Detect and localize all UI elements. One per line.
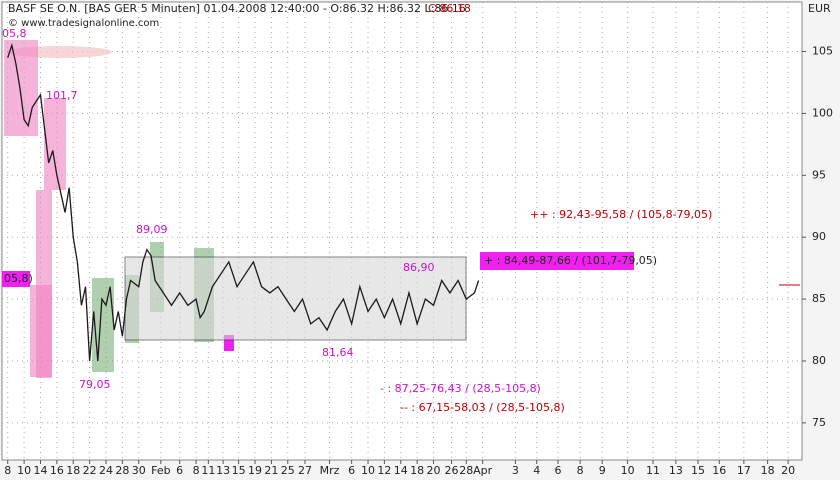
x-tick-label: Mrz bbox=[320, 464, 340, 477]
x-tick-label: 13 bbox=[669, 464, 683, 477]
y-tick-label: 80 bbox=[812, 354, 826, 367]
x-tick-label: 28 bbox=[115, 464, 129, 477]
x-tick-label: 18 bbox=[66, 464, 80, 477]
x-tick-label: 13 bbox=[216, 464, 230, 477]
highlight bbox=[224, 335, 234, 351]
x-tick-label: 20 bbox=[781, 464, 795, 477]
highlight bbox=[30, 285, 52, 377]
annotation: 05,8 bbox=[2, 27, 27, 40]
x-tick-label: 11 bbox=[646, 464, 660, 477]
chart-title: BASF SE O.N. [BAS GER 5 Minuten] 01.04.2… bbox=[8, 2, 466, 15]
x-tick-label: Apr bbox=[473, 464, 493, 477]
x-tick-label: 12 bbox=[377, 464, 391, 477]
x-tick-label: 21 bbox=[264, 464, 278, 477]
annotation: + : 84,49-87,66 / (101,7-79,05) bbox=[484, 254, 657, 267]
x-tick-label: Feb bbox=[151, 464, 170, 477]
annotation: -- : 67,15-58,03 / (28,5-105,8) bbox=[400, 401, 565, 414]
annotation: 05,8) bbox=[4, 272, 33, 285]
x-tick-label: 20 bbox=[427, 464, 441, 477]
x-tick-label: 6 bbox=[554, 464, 561, 477]
highlight bbox=[44, 98, 66, 190]
x-tick-label: 15 bbox=[232, 464, 246, 477]
y-tick-label: 100 bbox=[812, 106, 833, 119]
badge bbox=[480, 252, 634, 270]
x-tick-label: 19 bbox=[248, 464, 262, 477]
annotation: 81,64 bbox=[322, 346, 354, 359]
x-tick-label: 14 bbox=[394, 464, 408, 477]
annotation: - : 87,25-76,43 / (28,5-105,8) bbox=[380, 382, 541, 395]
annotation: 101,7 bbox=[46, 89, 78, 102]
x-tick-label: 28 bbox=[459, 464, 473, 477]
x-tick-label: 25 bbox=[281, 464, 295, 477]
x-tick-label: 22 bbox=[83, 464, 97, 477]
x-tick-label: 24 bbox=[99, 464, 113, 477]
x-tick-label: 9 bbox=[599, 464, 606, 477]
x-tick-label: 4 bbox=[533, 464, 540, 477]
x-tick-label: 16 bbox=[712, 464, 726, 477]
y-tick-label: 85 bbox=[812, 292, 826, 305]
axis-label: EUR bbox=[808, 2, 831, 15]
x-tick-label: 3 bbox=[512, 464, 519, 477]
annotation: 86,90 bbox=[403, 261, 435, 274]
highlight bbox=[4, 40, 38, 136]
x-tick-label: 8 bbox=[577, 464, 584, 477]
x-tick-label: 14 bbox=[33, 464, 47, 477]
annotation: ++ : 92,43-95,58 / (105,8-79,05) bbox=[530, 208, 712, 221]
x-tick-label: 16 bbox=[50, 464, 64, 477]
subtitle: © www.tradesignalonline.com bbox=[8, 18, 159, 29]
x-tick-label: 26 bbox=[445, 464, 459, 477]
x-tick-label: 18 bbox=[761, 464, 775, 477]
close-value: C:86.18 bbox=[428, 2, 471, 15]
plot-area bbox=[1, 1, 803, 461]
x-tick-label: 6 bbox=[176, 464, 183, 477]
range-box bbox=[124, 256, 467, 341]
annotation: 89,09 bbox=[136, 223, 168, 236]
x-tick-label: 30 bbox=[132, 464, 146, 477]
x-tick-label: 10 bbox=[17, 464, 31, 477]
series bbox=[7, 42, 480, 362]
x-tick-label: 27 bbox=[298, 464, 312, 477]
x-tick-label: 8 bbox=[4, 464, 11, 477]
x-tick-label: 6 bbox=[348, 464, 355, 477]
highlight bbox=[92, 278, 114, 372]
x-tick-label: 18 bbox=[410, 464, 424, 477]
annotation: 79,05 bbox=[79, 378, 111, 391]
x-tick-label: 17 bbox=[737, 464, 751, 477]
x-tick-label: 15 bbox=[691, 464, 705, 477]
x-tick-label: 11 bbox=[201, 464, 215, 477]
x-tick-label: 10 bbox=[361, 464, 375, 477]
y-tick-label: 105 bbox=[812, 45, 833, 58]
x-tick-label: 8 bbox=[193, 464, 200, 477]
badge bbox=[2, 271, 30, 287]
price-line bbox=[7, 42, 480, 362]
y-tick-label: 75 bbox=[812, 416, 826, 429]
y-tick-label: 90 bbox=[812, 230, 826, 243]
y-tick-label: 95 bbox=[812, 168, 826, 181]
x-tick-label: 10 bbox=[621, 464, 635, 477]
